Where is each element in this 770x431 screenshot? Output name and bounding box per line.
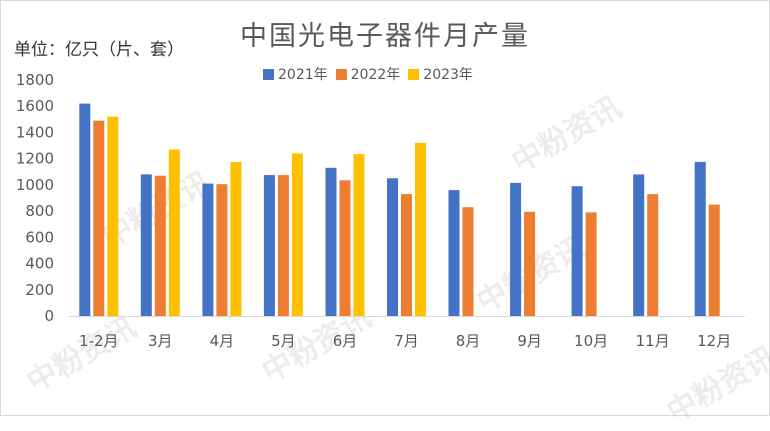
x-tick-label: 4月: [210, 332, 235, 350]
y-tick-label: 800: [25, 202, 54, 220]
legend-swatch: [408, 68, 420, 80]
legend-item: 2021年: [263, 64, 328, 84]
bar: [585, 212, 597, 316]
bar: [339, 180, 351, 316]
chart-title: 中国光电子器件月产量: [240, 21, 530, 52]
legend-item: 2023年: [408, 64, 473, 84]
bar: [325, 167, 337, 316]
x-tick-label: 12月: [697, 332, 731, 350]
bar: [524, 211, 536, 316]
bar-chart: 0 200 400 600 800 1000 1200 1400 1600 1800 1-2月 3月 4…: [16, 71, 745, 350]
y-tick-label: 1000: [16, 176, 54, 194]
y-tick-label: 400: [25, 255, 54, 273]
y-tick-label: 0: [44, 307, 54, 325]
x-tick-label: 10月: [574, 332, 608, 350]
bar: [633, 174, 645, 316]
x-tick-label: 8月: [456, 332, 481, 350]
x-tick-label: 6月: [333, 332, 358, 350]
x-tick-label: 9月: [517, 332, 542, 350]
legend-label: 2023年: [423, 67, 473, 83]
bar: [571, 186, 583, 316]
bar: [140, 174, 152, 316]
bar: [510, 182, 522, 316]
bar: [353, 154, 365, 316]
bar: [694, 161, 706, 316]
bar: [291, 153, 303, 316]
legend-swatch: [263, 68, 274, 80]
x-tick-label: 5月: [271, 332, 296, 350]
y-tick-label: 200: [25, 281, 54, 299]
x-tick-label: 7月: [394, 332, 419, 350]
bar: [79, 103, 91, 316]
x-tick-label: 1-2月: [79, 332, 119, 350]
legend-item: 2022年: [335, 64, 401, 84]
x-tick-label: 11月: [636, 332, 670, 350]
y-tick-label: 1800: [16, 71, 54, 89]
y-tick-label: 600: [25, 228, 54, 246]
y-tick-label: 1200: [16, 150, 54, 168]
bar: [202, 183, 214, 316]
bar: [93, 120, 105, 316]
bar: [107, 116, 119, 316]
bar: [154, 175, 166, 316]
bar: [647, 194, 659, 316]
y-tick-label: 1400: [16, 123, 54, 141]
bar: [216, 184, 228, 316]
legend: 2021年 2022年 2023年: [263, 64, 473, 84]
y-tick-label: 1600: [16, 97, 54, 115]
legend-swatch: [335, 68, 347, 80]
bar: [230, 161, 242, 316]
bar: [462, 207, 474, 316]
x-tick-label: 3月: [148, 332, 173, 350]
bar: [387, 178, 398, 316]
bar: [401, 194, 412, 316]
bar: [415, 142, 426, 316]
bar: [448, 190, 460, 316]
legend-label: 2021年: [278, 67, 328, 83]
bar: [168, 149, 180, 316]
legend-label: 2022年: [350, 67, 401, 83]
y-axis-unit-label: 单位：亿只（片、套）: [14, 40, 184, 60]
bar: [708, 204, 720, 316]
bar: [277, 175, 289, 316]
bar: [263, 175, 275, 316]
